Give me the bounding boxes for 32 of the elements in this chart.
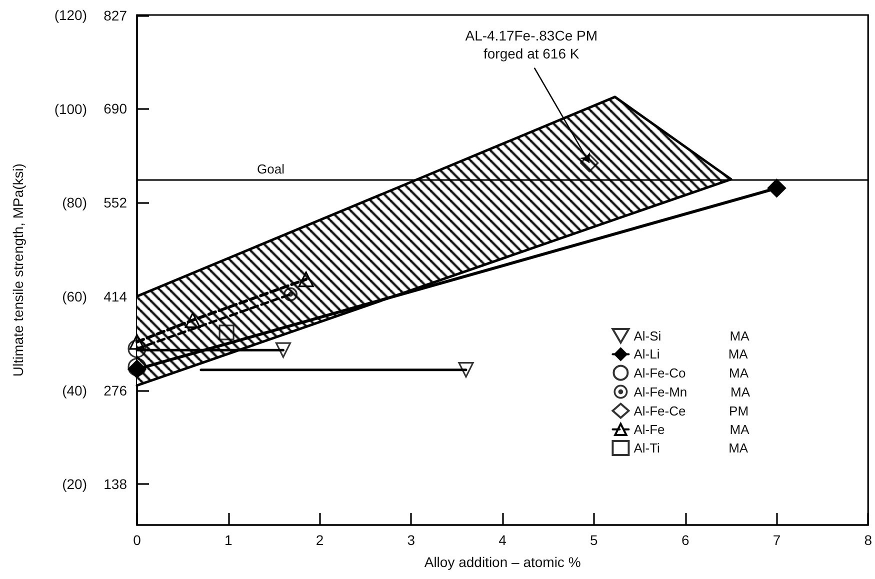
x-tick-label: 3 [407,532,416,548]
annotation: AL-4.17Fe-.83Ce PM forged at 616 K [465,28,598,62]
x-tick-label: 6 [681,532,690,548]
y2-tick-label: 690 [104,100,128,117]
legend-label: Al-Ti MA [634,440,748,456]
y-axis-title: Ultimate tensile strength, MPa(ksi) [10,163,26,377]
legend-label: Al-Fe-Co MA [634,365,749,380]
y2-tick-label: 552 [104,194,128,210]
x-tick-label: 7 [772,532,781,548]
x-tick-label: 4 [498,532,507,548]
x-tick-label: 8 [864,532,872,548]
y-tick-label: (20) [62,476,87,492]
y2-tick-label: 414 [104,288,128,304]
legend-label: Al-Fe MA [634,422,750,437]
y-tick-label: (40) [62,382,87,398]
y2-tick-label: 138 [104,476,128,492]
legend-label: Al-Fe-Ce PM [634,403,749,418]
legend-label: Al-Fe-Mn MA [634,384,750,400]
x-tick-label: 1 [224,532,232,548]
x-tick-label: 2 [316,532,324,548]
y-tick-label: (60) [62,288,87,305]
ref-line-label: Goal [257,161,285,176]
y-tick-label: (100) [54,100,87,117]
y2-tick-label: 276 [104,382,128,398]
x-tick-label: 0 [133,532,142,548]
x-axis-title: Alloy addition – atomic % [424,554,581,570]
legend-label: Al-Si MA [634,328,750,344]
y2-tick-label: 827 [104,7,128,24]
y-tick-label: (80) [62,194,87,211]
y-tick-label: (120) [54,7,87,23]
legend-label: Al-Li MA [634,346,748,362]
x-tick-label: 5 [590,532,598,548]
